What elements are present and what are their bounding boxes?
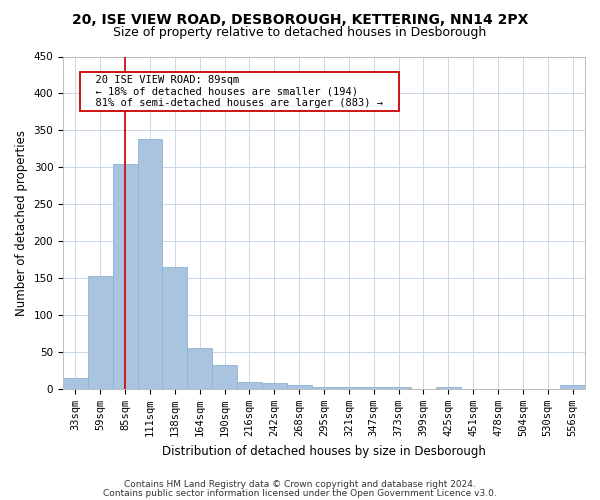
Text: Contains HM Land Registry data © Crown copyright and database right 2024.: Contains HM Land Registry data © Crown c…	[124, 480, 476, 489]
Bar	[311, 388, 337, 389]
Bar	[436, 386, 461, 389]
Text: 20, ISE VIEW ROAD, DESBOROUGH, KETTERING, NN14 2PX: 20, ISE VIEW ROAD, DESBOROUGH, KETTERING…	[72, 12, 528, 26]
X-axis label: Distribution of detached houses by size in Desborough: Distribution of detached houses by size …	[162, 444, 486, 458]
Text: Size of property relative to detached houses in Desborough: Size of property relative to detached ho…	[113, 26, 487, 39]
Y-axis label: Number of detached properties: Number of detached properties	[15, 130, 28, 316]
Bar	[237, 382, 262, 389]
Bar	[386, 386, 411, 389]
Bar	[187, 348, 212, 389]
Text: Contains public sector information licensed under the Open Government Licence v3: Contains public sector information licen…	[103, 488, 497, 498]
Bar	[560, 386, 585, 389]
Bar	[137, 139, 163, 389]
Bar	[212, 364, 237, 389]
Bar	[361, 386, 386, 389]
Bar	[163, 267, 187, 389]
Bar	[88, 276, 113, 389]
Bar	[262, 383, 287, 389]
Bar	[287, 386, 311, 389]
Bar	[113, 164, 137, 389]
Bar	[63, 378, 88, 389]
Text: 20 ISE VIEW ROAD: 89sqm  
  ← 18% of detached houses are smaller (194)  
  81% o: 20 ISE VIEW ROAD: 89sqm ← 18% of detache…	[83, 75, 395, 108]
Bar	[337, 386, 361, 389]
